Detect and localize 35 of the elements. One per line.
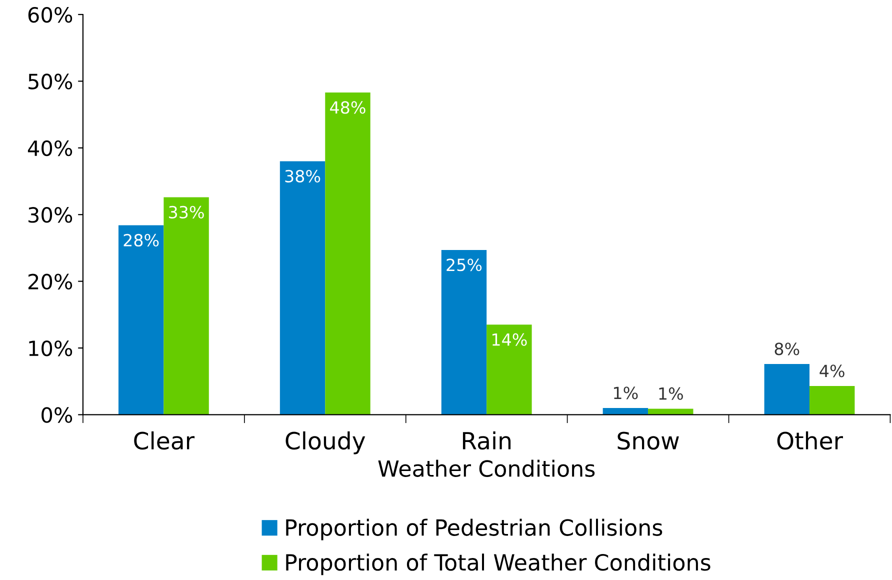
bar [602,408,648,415]
legend-label: Proportion of Pedestrian Collisions [286,518,662,540]
data-label: 1% [614,386,638,400]
bar [648,408,694,415]
bar [441,250,487,415]
y-tick-label: 40% [28,140,72,156]
y-tick-label: 0% [42,407,72,423]
bar [325,92,370,415]
data-label: 28% [124,234,159,247]
data-label: 25% [446,258,482,272]
y-tick-label: 10% [29,340,72,356]
bar [280,161,326,415]
bar [164,197,209,415]
bar [764,364,810,415]
y-tick-label: 50% [28,74,72,90]
x-tick-label: Other [777,431,844,450]
y-tick-label: 60% [28,6,72,23]
data-label: 48% [330,101,366,114]
data-label: 38% [285,170,320,182]
legend-label: Proportion of Total Weather Conditions [286,554,710,576]
data-label: 33% [169,206,204,218]
data-label: 4% [820,364,844,378]
data-label: 1% [659,387,683,400]
bar [486,324,532,415]
x-tick-label: Snow [618,432,679,450]
x-tick-label: Rain [462,431,511,450]
bar [118,225,164,415]
x-tick-label: Cloudy [286,431,366,454]
data-label: 14% [492,333,527,346]
y-tick-label: 20% [28,274,72,290]
x-tick-label: Clear [134,431,195,450]
x-axis-title: Weather Conditions [378,460,595,477]
bar [809,386,855,415]
data-label: 8% [774,342,800,356]
y-tick-label: 30% [28,207,72,223]
